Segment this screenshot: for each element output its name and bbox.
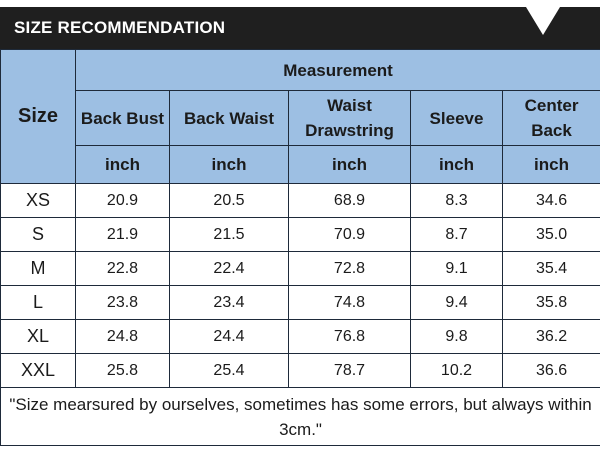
measurement-cell: 72.8 <box>288 251 411 286</box>
header-row-units: inch inch inch inch inch <box>1 145 600 184</box>
title-bar: SIZE RECOMMENDATION <box>0 7 600 49</box>
measurement-cell: 35.8 <box>501 285 600 320</box>
measurement-cell: 9.8 <box>410 319 503 354</box>
measurement-cell: 35.0 <box>501 217 600 252</box>
measurement-cell: 23.8 <box>75 285 170 320</box>
column-header: Sleeve <box>410 90 503 146</box>
measurement-cell: 22.8 <box>75 251 170 286</box>
column-unit: inch <box>288 145 411 184</box>
measurement-cell: 25.4 <box>169 353 289 388</box>
measurement-cell: 8.7 <box>410 217 503 252</box>
size-column-header: Size <box>0 49 76 184</box>
size-cell: XS <box>0 183 76 218</box>
measurement-cell: 10.2 <box>410 353 503 388</box>
measurement-cell: 70.9 <box>288 217 411 252</box>
measurement-cell: 21.5 <box>169 217 289 252</box>
measurement-cell: 78.7 <box>288 353 411 388</box>
measurement-cell: 9.4 <box>410 285 503 320</box>
header-row-labels: Back Bust Back Waist Waist Drawstring Sleev… <box>1 90 600 146</box>
table-row: L 23.8 23.4 74.8 9.4 35.8 <box>0 285 600 320</box>
measurement-cell: 74.8 <box>288 285 411 320</box>
measurement-cell: 68.9 <box>288 183 411 218</box>
measurement-cell: 24.8 <box>75 319 170 354</box>
size-cell: S <box>0 217 76 252</box>
table-row: XS 20.9 20.5 68.9 8.3 34.6 <box>0 183 600 218</box>
chevron-down-icon <box>526 7 560 35</box>
measurement-cell: 36.2 <box>501 319 600 354</box>
size-cell: XXL <box>0 353 76 388</box>
header-row-group: Size Measurement <box>0 49 600 184</box>
column-header: Back Bust <box>75 90 170 146</box>
measurement-cell: 20.9 <box>75 183 170 218</box>
measurement-cell: 22.4 <box>169 251 289 286</box>
size-cell: XL <box>0 319 76 354</box>
column-unit: inch <box>410 145 503 184</box>
measurement-header: Measurement <box>74 49 600 91</box>
measurement-cell: 23.4 <box>169 285 289 320</box>
measurement-cell: 21.9 <box>75 217 170 252</box>
column-unit: inch <box>75 145 170 184</box>
measurement-cell: 24.4 <box>169 319 289 354</box>
measurement-cell: 25.8 <box>75 353 170 388</box>
measurement-cell: 20.5 <box>169 183 289 218</box>
measurement-cell: 8.3 <box>410 183 503 218</box>
size-cell: M <box>0 251 76 286</box>
column-header: Back Waist <box>169 90 289 146</box>
page-title: SIZE RECOMMENDATION <box>14 18 226 37</box>
measurement-cell: 34.6 <box>501 183 600 218</box>
column-unit: inch <box>501 145 600 184</box>
table-row: S 21.9 21.5 70.9 8.7 35.0 <box>0 217 600 252</box>
column-header: Center Back <box>501 90 600 146</box>
measurement-cell: 9.1 <box>410 251 503 286</box>
column-unit: inch <box>169 145 289 184</box>
size-table: Size Measurement Back Bust Back Waist Wais… <box>0 49 600 446</box>
size-cell: L <box>0 285 76 320</box>
table-row: XL 24.8 24.4 76.8 9.8 36.2 <box>0 319 600 354</box>
measurement-cell: 35.4 <box>501 251 600 286</box>
table-row: M 22.8 22.4 72.8 9.1 35.4 <box>0 251 600 286</box>
measurement-cell: 36.6 <box>501 353 600 388</box>
table-row: XXL 25.8 25.4 78.7 10.2 36.6 <box>0 353 600 388</box>
measurement-cell: 76.8 <box>288 319 411 354</box>
note-row: "Size mearsured by ourselves, sometimes … <box>0 387 600 446</box>
measurement-note: "Size mearsured by ourselves, sometimes … <box>0 387 600 446</box>
column-header: Waist Drawstring <box>288 90 411 146</box>
